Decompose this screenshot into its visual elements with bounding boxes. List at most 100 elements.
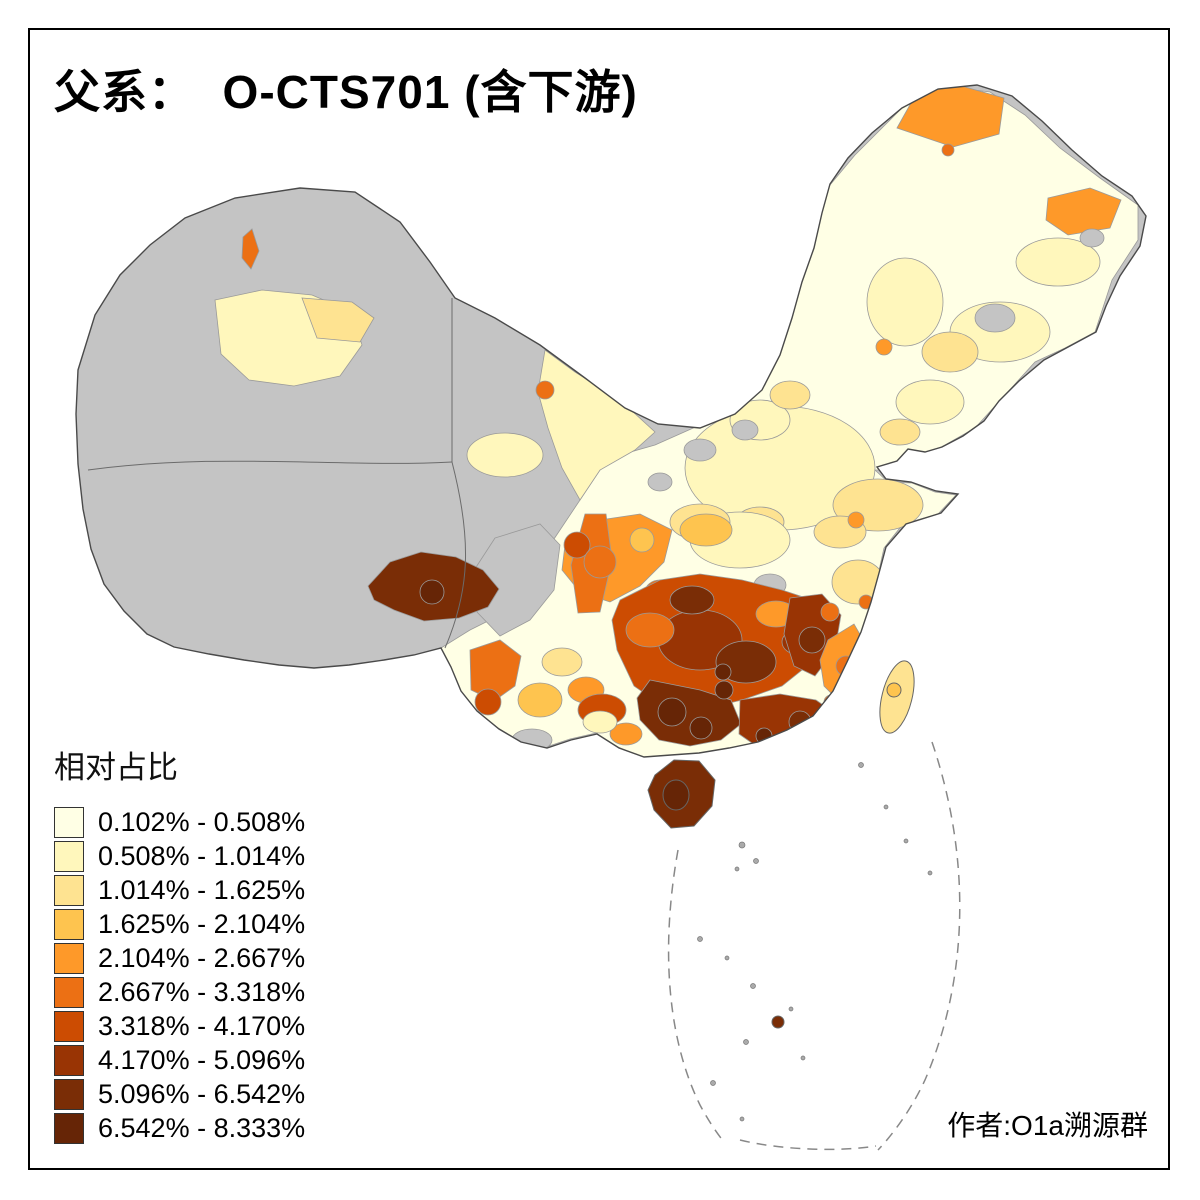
map-region (563, 531, 591, 559)
legend-row: 3.318% - 4.170% (54, 1009, 305, 1043)
map-region (669, 585, 715, 615)
map-region (541, 647, 583, 677)
legend-class-label: 1.014% - 1.625% (98, 874, 306, 905)
taiwan-patch (886, 682, 902, 698)
map-region (895, 379, 965, 425)
map-region (301, 297, 375, 343)
map-region (974, 303, 1016, 333)
map-region (667, 849, 725, 1143)
map-region (697, 936, 703, 942)
map-region (474, 688, 502, 716)
legend-swatch (54, 976, 84, 1008)
legend-class-label: 0.102% - 0.508% (98, 806, 306, 837)
legend-swatch (54, 1010, 84, 1042)
legend-swatch (54, 1078, 84, 1110)
legend-row: 6.542% - 8.333% (54, 1111, 305, 1145)
legend-title: 相对占比 (54, 750, 178, 785)
map-region (800, 1055, 806, 1061)
legend-row: 1.014% - 1.625% (54, 873, 305, 907)
legend-swatch (54, 806, 84, 838)
map-title: 父系： O-CTS701 (含下游) (54, 66, 638, 118)
map-region (444, 461, 467, 649)
legend-row: 5.096% - 6.542% (54, 1077, 305, 1111)
map-region (714, 663, 732, 681)
legend: 相对占比 0.102% - 0.508% 0.508% - 1.014% 1.0… (54, 742, 305, 1145)
map-region (1015, 237, 1101, 287)
map-region (823, 694, 839, 710)
map-region (927, 870, 933, 876)
province-borders (87, 298, 467, 649)
map-region (466, 432, 544, 478)
map-region (743, 1039, 749, 1045)
map-region (683, 438, 717, 462)
legend-row: 2.667% - 3.318% (54, 975, 305, 1009)
map-region (731, 419, 759, 441)
map-region (625, 612, 675, 648)
sea-island-dark (771, 1015, 785, 1029)
map-region (858, 762, 864, 768)
map-region (788, 710, 812, 734)
map-region (714, 680, 734, 700)
legend-class-label: 4.170% - 5.096% (98, 1044, 306, 1075)
map-region (241, 228, 260, 270)
map-region (847, 511, 865, 529)
map-region (710, 1080, 716, 1086)
map-region (739, 1139, 877, 1151)
map-region (636, 679, 742, 747)
map-region (877, 741, 961, 1151)
map-region (583, 545, 617, 579)
map-region (535, 380, 555, 400)
legend-class-label: 2.667% - 3.318% (98, 976, 306, 1007)
legend-swatch (54, 1044, 84, 1076)
credit-text: 作者:O1a溯源群 (947, 1110, 1148, 1141)
legend-swatch (54, 908, 84, 940)
islands-group (647, 660, 933, 1122)
map-region (769, 380, 811, 410)
map-region (941, 143, 955, 157)
map-region (609, 722, 643, 746)
legend-row: 1.625% - 2.104% (54, 907, 305, 941)
map-region (866, 257, 944, 347)
map-region (582, 710, 618, 734)
legend-class-label: 0.508% - 1.014% (98, 840, 306, 871)
map-region (87, 460, 453, 471)
map-region (517, 682, 563, 718)
map-region (469, 639, 522, 702)
legend-swatch (54, 1112, 84, 1144)
legend-class-label: 5.096% - 6.542% (98, 1078, 306, 1109)
map-region (753, 858, 759, 864)
map-region (734, 866, 740, 872)
map-region (788, 1006, 794, 1012)
legend-class-label: 6.542% - 8.333% (98, 1112, 306, 1143)
small-islands (697, 762, 933, 1122)
map-region (835, 655, 857, 677)
map-region (738, 841, 746, 849)
map-region (1045, 187, 1122, 236)
legend-row: 4.170% - 5.096% (54, 1043, 305, 1077)
map-region (875, 338, 893, 356)
map-region (903, 838, 909, 844)
map-region (1079, 228, 1105, 248)
hainan-dark-patch (662, 779, 690, 811)
legend-swatch (54, 942, 84, 974)
map-region (689, 716, 713, 740)
legend-class-label: 3.318% - 4.170% (98, 1010, 306, 1041)
legend-swatch (54, 874, 84, 906)
map-region (798, 626, 826, 654)
legend-row: 0.508% - 1.014% (54, 839, 305, 873)
map-region (724, 955, 730, 961)
legend-class-label: 1.625% - 2.104% (98, 908, 306, 939)
map-region (647, 472, 673, 492)
legend-class-label: 2.104% - 2.667% (98, 942, 306, 973)
map-region (657, 697, 687, 727)
map-region (831, 690, 845, 704)
legend-rows: 0.102% - 0.508% 0.508% - 1.014% 1.014% -… (54, 805, 305, 1145)
map-region (750, 983, 756, 989)
map-region (883, 804, 889, 810)
legend-row: 0.102% - 0.508% (54, 805, 305, 839)
legend-row: 2.104% - 2.667% (54, 941, 305, 975)
map-region (921, 331, 979, 373)
